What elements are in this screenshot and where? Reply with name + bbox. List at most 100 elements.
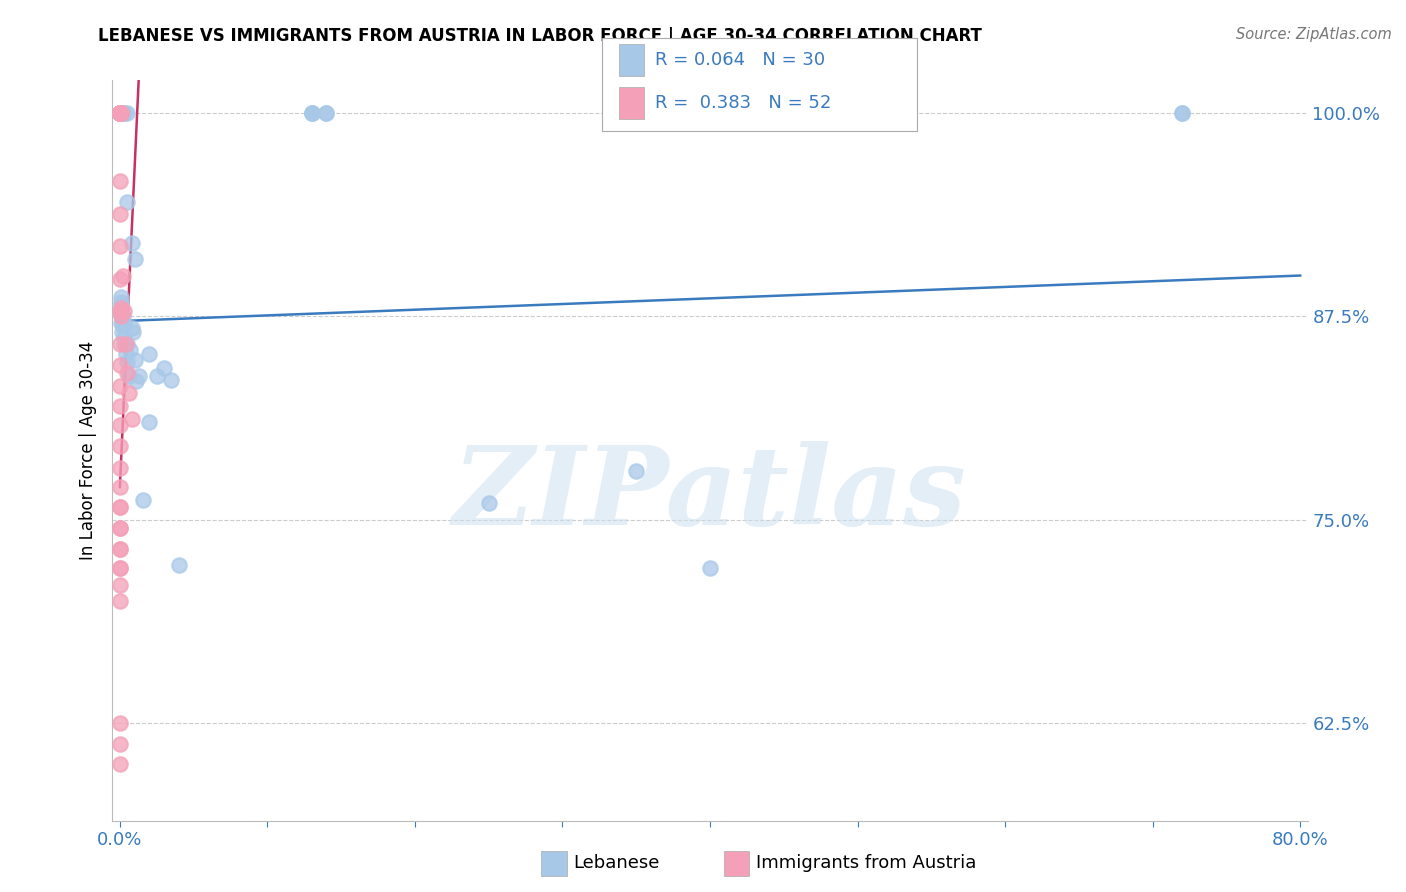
Point	[108, 105, 131, 120]
Point	[121, 411, 143, 425]
Point	[110, 105, 132, 120]
Point	[301, 105, 323, 120]
Point	[124, 252, 146, 267]
Text: ZIPatlas: ZIPatlas	[453, 442, 967, 549]
Point	[108, 439, 131, 453]
Text: Immigrants from Austria: Immigrants from Austria	[756, 855, 977, 872]
Point	[111, 310, 134, 324]
Text: Lebanese: Lebanese	[574, 855, 659, 872]
Point	[112, 330, 135, 344]
Point	[110, 105, 132, 120]
Point	[111, 318, 134, 333]
Point	[138, 415, 160, 429]
Point	[125, 374, 148, 388]
Y-axis label: In Labor Force | Age 30-34: In Labor Force | Age 30-34	[79, 341, 97, 560]
Point	[301, 105, 323, 120]
Point	[115, 366, 138, 380]
Point	[110, 308, 132, 322]
Point	[108, 358, 131, 372]
Point	[110, 105, 132, 120]
Point	[167, 558, 190, 573]
Point	[108, 239, 131, 253]
Point	[153, 361, 176, 376]
Point	[114, 346, 136, 360]
Point	[110, 310, 132, 324]
Point	[160, 373, 183, 387]
Point	[108, 105, 131, 120]
Point	[112, 318, 135, 332]
Point	[108, 337, 131, 351]
Point	[108, 480, 131, 494]
Point	[115, 105, 138, 120]
Point	[111, 268, 134, 283]
Point	[108, 105, 131, 120]
Point	[112, 304, 135, 318]
Point	[108, 105, 131, 120]
Point	[626, 464, 648, 478]
Point	[108, 500, 131, 514]
Text: R = 0.064   N = 30: R = 0.064 N = 30	[655, 51, 825, 69]
Point	[108, 105, 131, 120]
Point	[108, 541, 131, 556]
Point	[108, 379, 131, 393]
Point	[110, 294, 132, 309]
Point	[112, 105, 135, 120]
Point	[138, 346, 160, 360]
Point	[108, 105, 131, 120]
Point	[108, 105, 131, 120]
Point	[108, 418, 131, 433]
Point	[118, 385, 141, 400]
Point	[108, 105, 131, 120]
Point	[301, 105, 323, 120]
Point	[108, 304, 131, 318]
Point	[108, 541, 131, 556]
Point	[108, 272, 131, 286]
Point	[110, 304, 132, 318]
Point	[111, 312, 134, 326]
Point	[699, 561, 721, 575]
Point	[122, 326, 145, 340]
Point	[108, 105, 131, 120]
Point	[315, 105, 337, 120]
Point	[111, 105, 134, 120]
Point	[108, 521, 131, 535]
Point	[108, 105, 131, 120]
Point	[145, 369, 167, 384]
Point	[114, 337, 136, 351]
Point	[108, 594, 131, 608]
Point	[108, 561, 131, 575]
Point	[108, 577, 131, 591]
Point	[108, 174, 131, 188]
Point	[111, 326, 134, 340]
Point	[108, 105, 131, 120]
Point	[128, 369, 150, 384]
Text: Source: ZipAtlas.com: Source: ZipAtlas.com	[1236, 27, 1392, 42]
Point	[1171, 105, 1194, 120]
Point	[108, 207, 131, 221]
Point	[110, 290, 132, 304]
Point	[108, 521, 131, 535]
Point	[132, 493, 155, 508]
Point	[121, 235, 143, 250]
Point	[110, 301, 132, 315]
Point	[118, 369, 141, 384]
Point	[110, 298, 132, 312]
Point	[110, 105, 132, 120]
Point	[108, 756, 131, 771]
Point	[124, 353, 146, 368]
Point	[110, 105, 132, 120]
Point	[315, 105, 337, 120]
Point	[108, 561, 131, 575]
Point	[478, 496, 501, 510]
Point	[112, 337, 135, 351]
Point	[110, 105, 132, 120]
Point	[115, 355, 138, 369]
Point	[110, 105, 132, 120]
Text: LEBANESE VS IMMIGRANTS FROM AUSTRIA IN LABOR FORCE | AGE 30-34 CORRELATION CHART: LEBANESE VS IMMIGRANTS FROM AUSTRIA IN L…	[98, 27, 983, 45]
Point	[121, 320, 143, 334]
Text: R =  0.383   N = 52: R = 0.383 N = 52	[655, 94, 831, 112]
Point	[108, 737, 131, 751]
Point	[1171, 105, 1194, 120]
Point	[108, 105, 131, 120]
Point	[110, 105, 132, 120]
